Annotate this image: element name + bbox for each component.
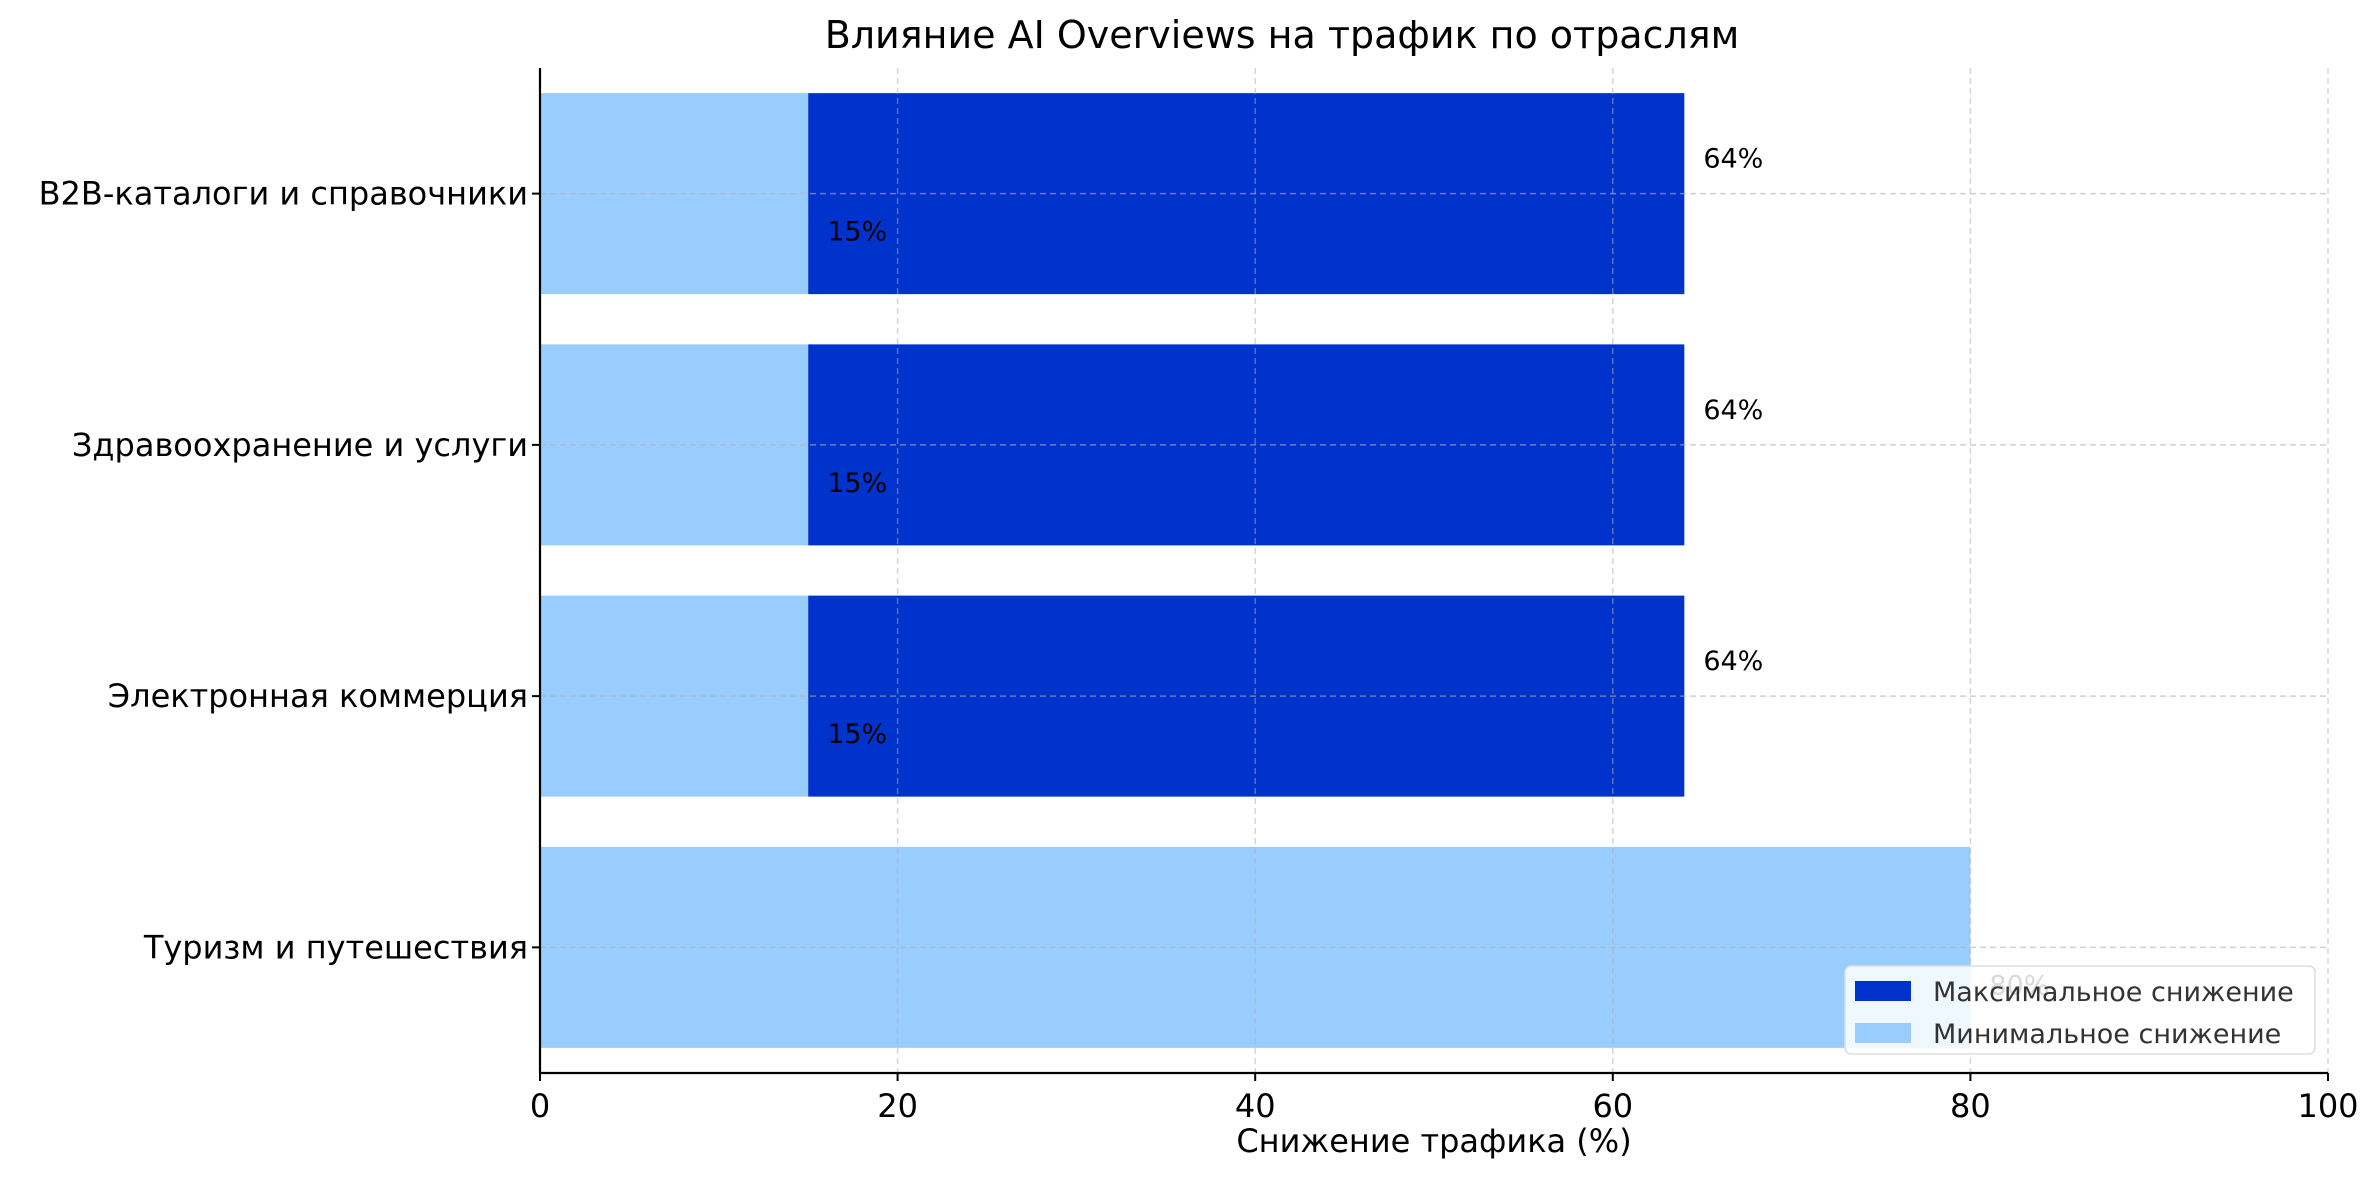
category-label: Электронная коммерция bbox=[108, 677, 528, 715]
data-label-min: 15% bbox=[827, 468, 887, 499]
category-label: Здравоохранение и услуги bbox=[72, 426, 528, 464]
x-tick-label: 60 bbox=[1592, 1087, 1633, 1125]
x-tick-label: 40 bbox=[1235, 1087, 1276, 1125]
data-label-max: 64% bbox=[1703, 144, 1763, 175]
legend-label: Максимальное снижение bbox=[1933, 977, 2294, 1008]
x-tick-label: 100 bbox=[2297, 1087, 2358, 1125]
legend-swatch bbox=[1855, 1023, 1911, 1043]
category-label: Туризм и путешествия bbox=[143, 928, 528, 966]
legend: Максимальное снижение Минимальное снижени… bbox=[1844, 965, 2316, 1055]
legend-label: Минимальное снижение bbox=[1933, 1019, 2281, 1050]
legend-box bbox=[1844, 965, 2316, 1055]
legend-swatch bbox=[1855, 981, 1911, 1001]
data-label-max: 64% bbox=[1703, 646, 1763, 677]
axes: 0 20 40 60 80 100 B2B-каталоги и справочники Зд… bbox=[39, 68, 2359, 1125]
x-axis-title: Снижение трафика (%) bbox=[1236, 1122, 1631, 1160]
category-label: B2B-каталоги и справочники bbox=[39, 175, 528, 213]
data-label-min: 15% bbox=[827, 719, 887, 750]
data-label-max: 64% bbox=[1703, 395, 1763, 426]
x-tick-label: 20 bbox=[877, 1087, 918, 1125]
data-label-min: 15% bbox=[827, 217, 887, 248]
x-tick-label: 0 bbox=[530, 1087, 550, 1125]
chart-title: Влияние AI Overviews на трафик по отрасл… bbox=[825, 13, 1740, 57]
x-tick-label: 80 bbox=[1950, 1087, 1991, 1125]
